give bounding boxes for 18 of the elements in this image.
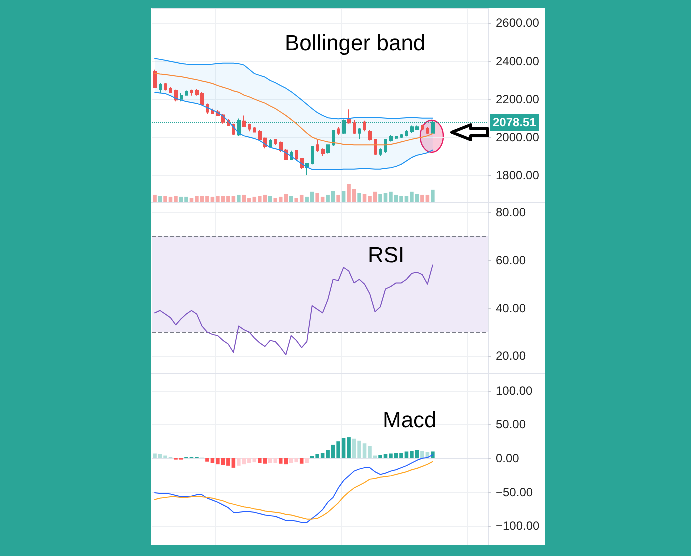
- y-tick-label: −50.00: [496, 485, 534, 500]
- text: Bollinger band: [285, 30, 426, 56]
- y-tick-label: 2200.00: [496, 92, 540, 106]
- y-tick-label: 1800.00: [496, 168, 540, 182]
- y-tick-label: 60.00: [496, 253, 526, 268]
- y-tick-label: 2000.00: [496, 130, 540, 144]
- y-tick-label: −100.00: [496, 519, 540, 534]
- text: Macd: [383, 408, 437, 432]
- y-tick-label: 0.00: [496, 451, 520, 466]
- y-tick-label: 20.00: [496, 349, 526, 364]
- ref-line-label: 2078.51: [493, 115, 537, 130]
- y-tick-label: 50.00: [496, 418, 526, 432]
- text: RSI: [368, 242, 405, 268]
- y-tick-label: 40.00: [496, 301, 526, 316]
- y-tick-label: 2400.00: [496, 54, 540, 68]
- y-tick-label: 100.00: [496, 384, 534, 398]
- y-tick-label: 2600.00: [496, 16, 540, 30]
- y-tick-label: 80.00: [496, 206, 526, 220]
